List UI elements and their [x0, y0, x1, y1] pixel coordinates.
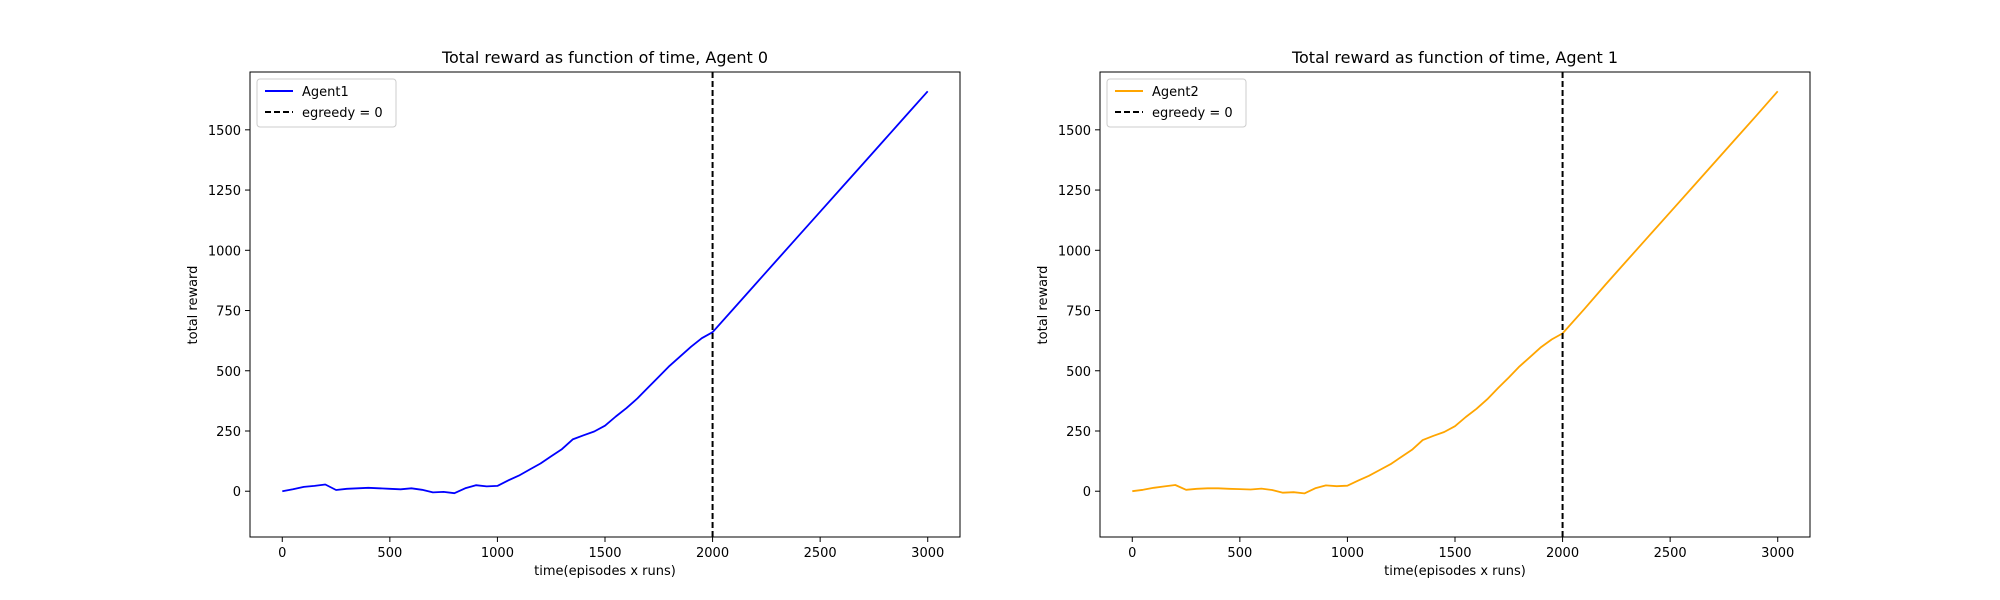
x-tick-label: 0: [278, 546, 286, 561]
x-tick-label: 1000: [481, 546, 514, 561]
x-tick-label: 500: [377, 546, 402, 561]
x-tick-label: 0: [1128, 546, 1136, 561]
y-tick-label: 250: [216, 425, 241, 440]
series-line-agent1: [282, 90, 929, 495]
legend-label-vline: egreedy = 0: [302, 106, 383, 121]
legend-label-series: Agent1: [302, 85, 349, 100]
chart-panel-agent-0: Total reward as function of time, Agent …: [186, 48, 961, 579]
x-tick-label: 3000: [1761, 546, 1794, 561]
x-axis-label: time(episodes x runs): [534, 564, 676, 579]
y-tick-label: 1250: [1058, 184, 1091, 199]
y-tick-label: 1000: [1058, 244, 1091, 259]
x-tick-label: 2500: [804, 546, 837, 561]
legend: Agent1 egreedy = 0: [256, 78, 397, 128]
x-tick-label: 2000: [1546, 546, 1579, 561]
y-tick-label: 500: [1066, 365, 1091, 380]
x-tick-label: 2500: [1654, 546, 1687, 561]
series-layer: [282, 72, 929, 537]
legend: Agent2 egreedy = 0: [1106, 78, 1247, 128]
chart-title: Total reward as function of time, Agent …: [1291, 48, 1618, 67]
y-axis-label: total reward: [1036, 266, 1051, 345]
x-tick-label: 2000: [696, 546, 729, 561]
y-tick-label: 750: [216, 305, 241, 320]
ticks-layer: 0 500 1000 1500 2000 2500 3000 0 250 500 750 1000 12…: [208, 124, 944, 561]
y-tick-label: 250: [1066, 425, 1091, 440]
y-tick-label: 500: [216, 365, 241, 380]
x-tick-label: 1000: [1331, 546, 1364, 561]
chart-title: Total reward as function of time, Agent …: [441, 48, 768, 67]
y-tick-label: 0: [1083, 485, 1091, 500]
x-tick-label: 3000: [911, 546, 944, 561]
y-tick-label: 1500: [1058, 124, 1091, 139]
legend-label-vline: egreedy = 0: [1152, 106, 1233, 121]
series-line-agent2: [1132, 90, 1779, 495]
y-tick-label: 750: [1066, 305, 1091, 320]
y-tick-label: 0: [233, 485, 241, 500]
x-tick-label: 500: [1227, 546, 1252, 561]
y-tick-label: 1250: [208, 184, 241, 199]
y-axis-label: total reward: [186, 266, 201, 345]
y-tick-label: 1500: [208, 124, 241, 139]
x-tick-label: 1500: [588, 546, 621, 561]
series-layer: [1132, 72, 1779, 537]
y-tick-label: 1000: [208, 244, 241, 259]
x-tick-label: 1500: [1438, 546, 1471, 561]
legend-label-series: Agent2: [1152, 85, 1199, 100]
chart-panel-agent-1: Total reward as function of time, Agent …: [1036, 48, 1811, 579]
ticks-layer: 0 500 1000 1500 2000 2500 3000 0 250 500 750 1000 12…: [1058, 124, 1794, 561]
x-axis-label: time(episodes x runs): [1384, 564, 1526, 579]
